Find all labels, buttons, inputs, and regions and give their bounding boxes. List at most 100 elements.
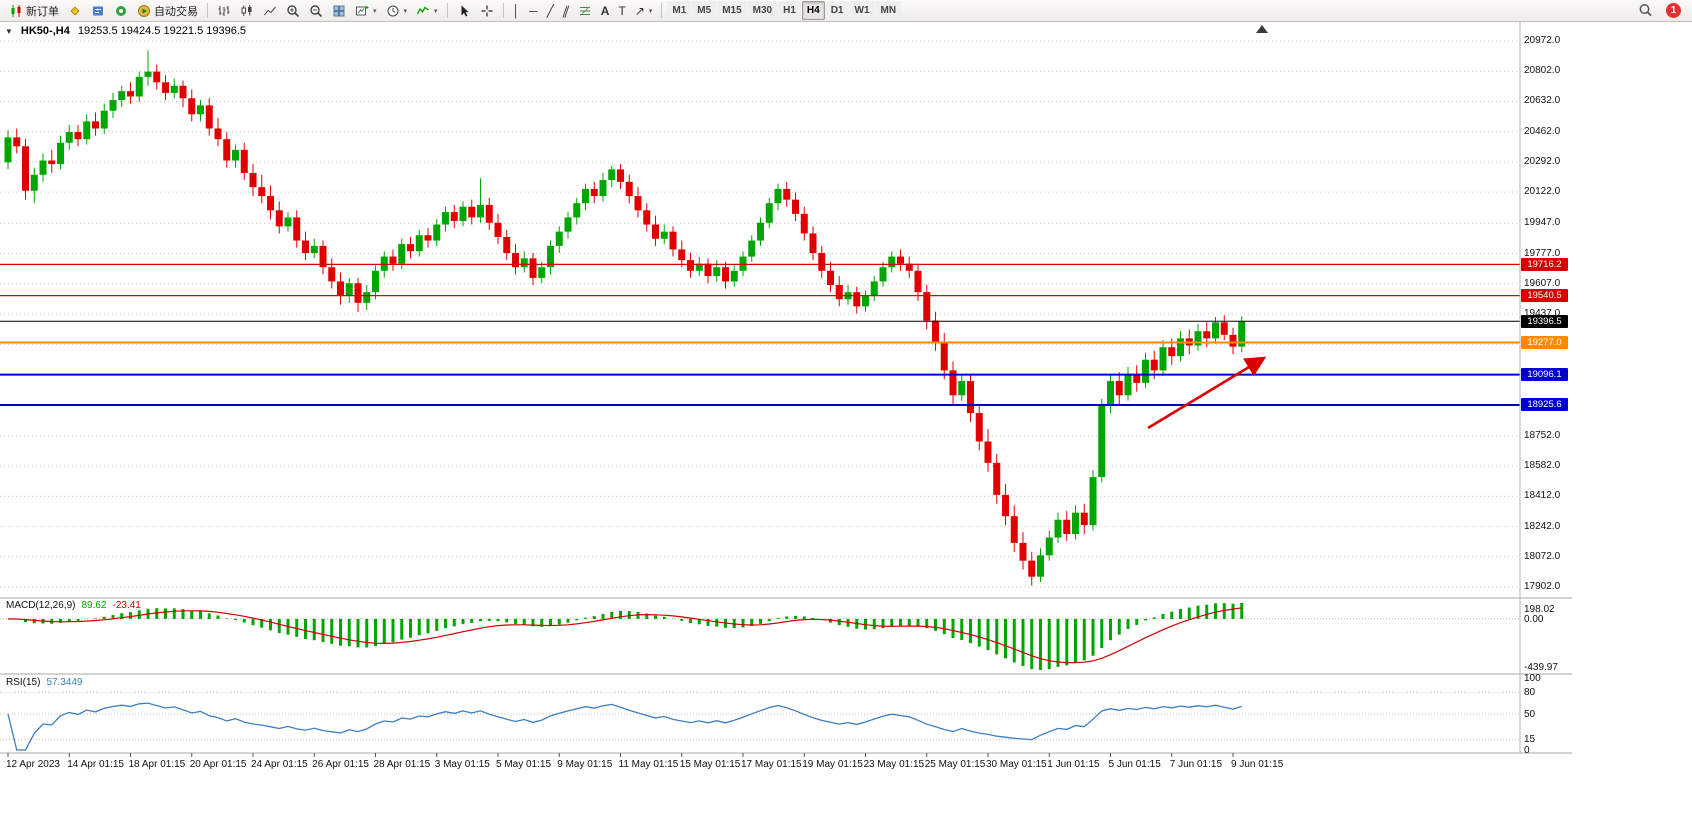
equidistant-channel-button[interactable]: ∥	[559, 0, 573, 21]
timeframe-button-m1[interactable]: M1	[667, 1, 692, 20]
candle-down	[468, 206, 476, 218]
candle-down	[512, 252, 519, 268]
candle-up	[870, 281, 878, 296]
macd-signal-line	[7, 607, 1242, 664]
candle-down	[179, 85, 187, 99]
chart-canvas[interactable]	[0, 22, 1692, 838]
trend-arrow[interactable]	[1147, 356, 1267, 430]
candle-down	[249, 172, 257, 188]
dropdown-caret-icon: ▾	[373, 7, 377, 15]
candle-down	[503, 236, 511, 253]
candle-up	[1159, 347, 1167, 371]
candle-down	[1168, 347, 1176, 357]
candle-down	[48, 160, 56, 165]
navigator-button[interactable]	[110, 0, 132, 21]
candle-up	[862, 295, 869, 307]
candle-down	[634, 196, 642, 211]
candle-up	[547, 245, 554, 268]
candle-down	[319, 245, 327, 268]
candle-down	[293, 217, 301, 241]
candle-up	[1212, 322, 1219, 339]
candle-up	[345, 283, 353, 296]
cursor-button[interactable]	[453, 0, 475, 21]
timeframe-button-mn[interactable]: MN	[875, 1, 902, 20]
candle-down	[1115, 381, 1123, 396]
text-icon: A	[600, 3, 610, 18]
candle-down	[625, 181, 633, 197]
candle-down	[704, 263, 712, 277]
timeframe-button-m30[interactable]: M30	[747, 1, 778, 20]
rsi-line	[7, 702, 1242, 751]
new-order-button[interactable]: 新订单	[5, 0, 63, 21]
candle-down	[993, 462, 1001, 495]
timeframe-button-h4[interactable]: H4	[801, 1, 825, 20]
candle-up	[555, 231, 563, 246]
candle-up	[739, 256, 747, 271]
trendline-button[interactable]: ╱	[543, 0, 558, 21]
search-button[interactable]	[1634, 0, 1657, 21]
toolbar-separator	[446, 3, 448, 18]
candle-up	[109, 100, 117, 111]
candle-down	[424, 235, 432, 241]
candle-down	[590, 188, 598, 197]
candle-up	[730, 270, 738, 282]
candle-down	[687, 260, 694, 271]
navigator-icon	[114, 4, 128, 18]
indicators-button[interactable]: ▾	[412, 0, 442, 21]
candlestick-chart-button[interactable]	[236, 0, 258, 21]
candle-down	[354, 283, 362, 303]
zoom-in-button[interactable]	[282, 0, 304, 21]
arrows-button[interactable]: ↗ ▾	[631, 0, 657, 21]
text-button[interactable]: A	[597, 0, 614, 21]
candle-down	[643, 210, 651, 225]
candle-up	[310, 245, 318, 253]
tile-windows-button[interactable]	[328, 0, 350, 21]
trendline-icon: ╱	[546, 3, 554, 18]
candle-up	[65, 132, 73, 143]
candle-down	[800, 213, 808, 234]
candle-up	[232, 149, 239, 161]
dropdown-caret-icon: ▾	[403, 7, 408, 15]
metaeditor-icon	[68, 4, 82, 18]
autotrading-button[interactable]: 自动交易	[133, 0, 202, 21]
profiles-button[interactable]	[87, 0, 109, 21]
timeframe-button-m15[interactable]: M15	[717, 1, 747, 20]
timeframe-button-h1[interactable]: H1	[778, 1, 801, 20]
dropdown-caret-icon: ▾	[434, 7, 438, 15]
fibonacci-button[interactable]	[574, 0, 596, 21]
bar-chart-button[interactable]	[213, 0, 235, 21]
candle-up	[879, 267, 887, 282]
bar-chart-icon	[217, 4, 231, 18]
timeframe-button-d1[interactable]: D1	[825, 1, 849, 20]
candle-down	[389, 256, 397, 264]
candle-down	[1063, 519, 1071, 535]
tile-windows-icon	[332, 4, 346, 18]
candle-down	[485, 204, 493, 223]
arrow-stamp-icon: ↗	[634, 3, 645, 18]
horizontal-line-button[interactable]: ─	[525, 0, 542, 21]
candle-down	[1019, 542, 1027, 561]
period-button[interactable]: ▾	[382, 0, 412, 21]
notification-badge[interactable]: 1	[1666, 3, 1681, 18]
scroll-marker-icon[interactable]	[1256, 25, 1268, 33]
candle-up	[608, 169, 616, 181]
candle-up	[477, 204, 484, 218]
zoom-in-icon	[286, 4, 300, 18]
zoom-out-button[interactable]	[305, 0, 327, 21]
candle-down	[818, 252, 826, 271]
autotrading-label: 自动交易	[154, 5, 198, 18]
candle-down	[1010, 516, 1018, 543]
new-chart-button[interactable]: ▾	[351, 0, 381, 21]
label-button[interactable]: T	[614, 0, 629, 21]
candle-down	[809, 233, 817, 253]
crosshair-button[interactable]	[476, 0, 498, 21]
candle-up	[713, 267, 721, 277]
vertical-line-button[interactable]: │	[509, 0, 525, 21]
line-chart-button[interactable]	[259, 0, 281, 21]
metaeditor-button[interactable]	[64, 0, 86, 21]
candle-up	[958, 381, 966, 396]
candle-down	[652, 224, 659, 239]
timeframe-button-m5[interactable]: M5	[692, 1, 717, 20]
timeframe-button-w1[interactable]: W1	[849, 1, 875, 20]
